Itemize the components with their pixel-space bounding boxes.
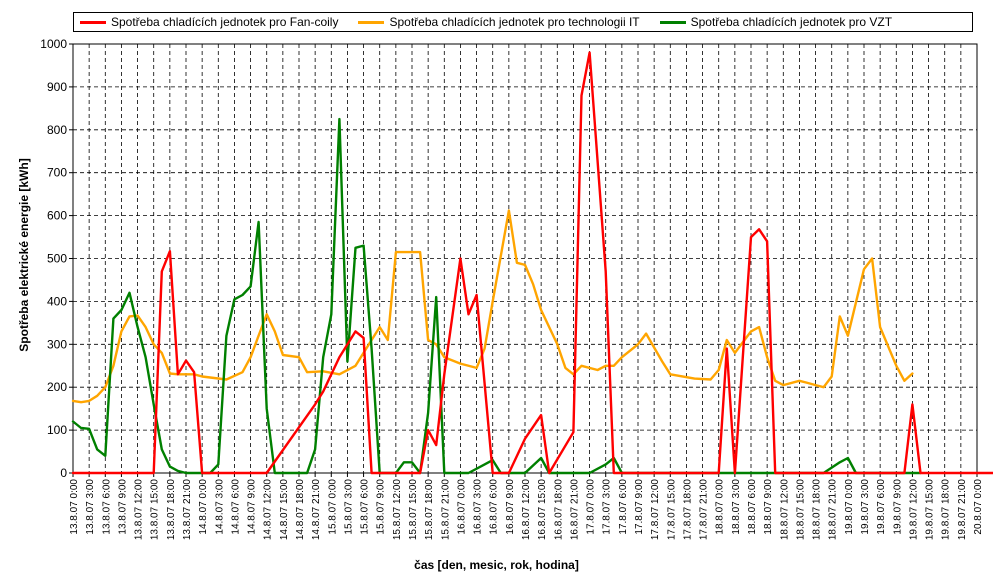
x-tick-label: 15.8.07 6:00 bbox=[360, 479, 371, 535]
x-tick-label: 14.8.07 0:00 bbox=[198, 479, 209, 535]
x-tick-label: 17.8.07 21:00 bbox=[699, 479, 710, 541]
x-tick-label: 17.8.07 9:00 bbox=[634, 479, 645, 535]
x-tick-label: 16.8.07 21:00 bbox=[569, 479, 580, 541]
x-tick-label: 16.8.07 18:00 bbox=[553, 479, 564, 541]
x-tick-label: 15.8.07 18:00 bbox=[424, 479, 435, 541]
y-tick-label: 200 bbox=[47, 380, 67, 394]
x-tick-label: 13.8.07 12:00 bbox=[134, 479, 145, 541]
x-tick-label: 18.8.07 15:00 bbox=[795, 479, 806, 541]
x-tick-label: 16.8.07 15:00 bbox=[537, 479, 548, 541]
x-axis-label: čas [den, mesic, rok, hodina] bbox=[414, 558, 579, 572]
x-tick-label: 15.8.07 15:00 bbox=[408, 479, 419, 541]
y-tick-label: 700 bbox=[47, 166, 67, 180]
x-tick-label: 15.8.07 3:00 bbox=[343, 479, 354, 535]
legend-item-vzt: Spotřeba chladících jednotek pro VZT bbox=[659, 15, 893, 29]
legend-item-fancoil: Spotřeba chladících jednotek pro Fan-coi… bbox=[80, 15, 338, 29]
x-tick-label: 15.8.07 9:00 bbox=[376, 479, 387, 535]
x-tick-label: 17.8.07 6:00 bbox=[618, 479, 629, 535]
x-tick-label: 13.8.07 18:00 bbox=[166, 479, 177, 541]
x-tick-label: 15.8.07 21:00 bbox=[440, 479, 451, 541]
x-tick-label: 14.8.07 6:00 bbox=[230, 479, 241, 535]
x-tick-label: 13.8.07 15:00 bbox=[150, 479, 161, 541]
x-tick-label: 13.8.07 3:00 bbox=[85, 479, 96, 535]
x-tick-label: 14.8.07 12:00 bbox=[263, 479, 274, 541]
x-tick-label: 20.8.07 0:00 bbox=[973, 479, 984, 535]
y-tick-label: 900 bbox=[47, 80, 67, 94]
y-tick-label: 600 bbox=[47, 209, 67, 223]
x-tick-label: 15.8.07 0:00 bbox=[327, 479, 338, 535]
x-tick-label: 16.8.07 6:00 bbox=[489, 479, 500, 535]
series-line-0 bbox=[71, 51, 993, 475]
x-tick-label: 16.8.07 0:00 bbox=[456, 479, 467, 535]
x-tick-label: 14.8.07 15:00 bbox=[279, 479, 290, 541]
x-tick-label: 19.8.07 21:00 bbox=[957, 479, 968, 541]
x-tick-label: 13.8.07 21:00 bbox=[182, 479, 193, 541]
y-tick-label: 300 bbox=[47, 337, 67, 351]
legend-label-fancoil: Spotřeba chladících jednotek pro Fan-coi… bbox=[111, 15, 339, 29]
x-tick-label: 18.8.07 0:00 bbox=[715, 479, 726, 535]
x-tick-label: 17.8.07 12:00 bbox=[650, 479, 661, 541]
y-tick-label: 500 bbox=[47, 252, 67, 266]
y-axis-label: Spotřeba elektrické energie [kWh] bbox=[17, 158, 31, 352]
y-tick-label: 400 bbox=[47, 294, 67, 308]
x-tick-label: 19.8.07 0:00 bbox=[844, 479, 855, 535]
legend-item-it: Spotřeba chladících jednotek pro technol… bbox=[358, 15, 640, 29]
x-tick-label: 19.8.07 15:00 bbox=[925, 479, 936, 541]
x-tick-label: 17.8.07 3:00 bbox=[602, 479, 613, 535]
x-tick-label: 15.8.07 12:00 bbox=[392, 479, 403, 541]
x-tick-label: 14.8.07 21:00 bbox=[311, 479, 322, 541]
x-tick-label: 13.8.07 0:00 bbox=[69, 479, 80, 535]
legend-label-it: Spotřeba chladících jednotek pro technol… bbox=[389, 15, 640, 29]
y-tick-label: 100 bbox=[47, 423, 67, 437]
x-tick-label: 14.8.07 9:00 bbox=[247, 479, 258, 535]
x-tick-label: 18.8.07 21:00 bbox=[828, 479, 839, 541]
x-tick-label: 13.8.07 9:00 bbox=[117, 479, 128, 535]
legend-swatch-fancoil bbox=[80, 20, 106, 24]
y-tick-label: 0 bbox=[60, 466, 67, 480]
x-tick-label: 17.8.07 0:00 bbox=[586, 479, 597, 535]
legend-swatch-it bbox=[358, 20, 385, 24]
x-tick-label: 18.8.07 3:00 bbox=[731, 479, 742, 535]
x-tick-label: 14.8.07 18:00 bbox=[295, 479, 306, 541]
x-tick-label: 18.8.07 12:00 bbox=[779, 479, 790, 541]
legend-label-vzt: Spotřeba chladících jednotek pro VZT bbox=[690, 15, 893, 29]
x-tick-label: 17.8.07 18:00 bbox=[682, 479, 693, 541]
series-line-1 bbox=[71, 209, 914, 404]
x-tick-label: 19.8.07 12:00 bbox=[908, 479, 919, 541]
x-tick-label: 19.8.07 6:00 bbox=[876, 479, 887, 535]
y-tick-label: 800 bbox=[47, 123, 67, 137]
x-tick-label: 19.8.07 3:00 bbox=[860, 479, 871, 535]
x-tick-label: 16.8.07 9:00 bbox=[505, 479, 516, 535]
x-tick-label: 14.8.07 3:00 bbox=[214, 479, 225, 535]
x-tick-label: 18.8.07 18:00 bbox=[812, 479, 823, 541]
chart-legend: Spotřeba chladících jednotek pro Fan-coi… bbox=[73, 12, 973, 32]
x-tick-label: 18.8.07 6:00 bbox=[747, 479, 758, 535]
legend-swatch-vzt bbox=[659, 20, 686, 24]
x-tick-label: 16.8.07 12:00 bbox=[521, 479, 532, 541]
x-tick-label: 19.8.07 9:00 bbox=[892, 479, 903, 535]
x-tick-label: 18.8.07 9:00 bbox=[763, 479, 774, 535]
x-tick-label: 19.8.07 18:00 bbox=[941, 479, 952, 541]
x-tick-label: 17.8.07 15:00 bbox=[666, 479, 677, 541]
x-tick-label: 13.8.07 6:00 bbox=[101, 479, 112, 535]
x-tick-label: 16.8.07 3:00 bbox=[473, 479, 484, 535]
series-line-2 bbox=[71, 117, 922, 475]
y-tick-label: 1000 bbox=[40, 37, 67, 51]
